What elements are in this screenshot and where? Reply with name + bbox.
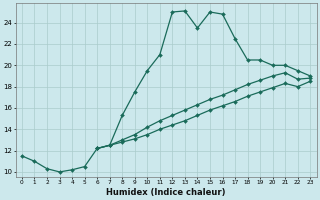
- X-axis label: Humidex (Indice chaleur): Humidex (Indice chaleur): [106, 188, 226, 197]
